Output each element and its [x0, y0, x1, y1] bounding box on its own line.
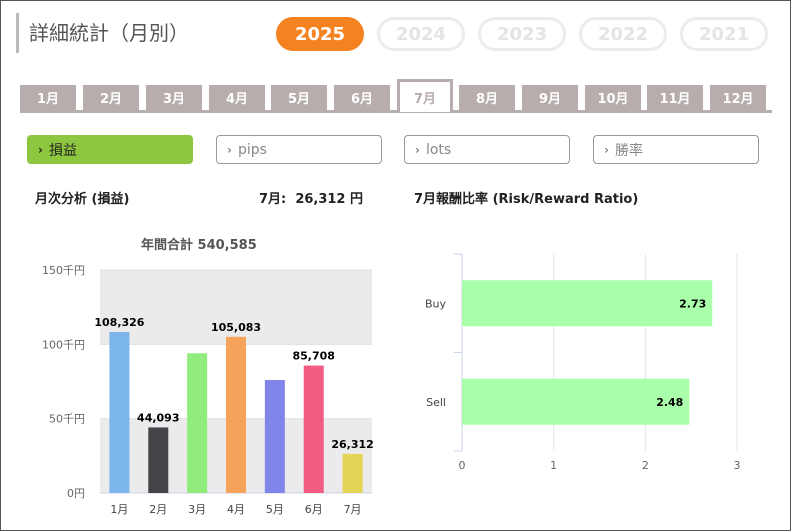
x-tick-label: 3月 [188, 503, 206, 516]
plot-band [100, 270, 372, 345]
chevron-right-icon: › [227, 142, 232, 157]
month-tab-3[interactable]: 3月 [146, 85, 202, 110]
x-tick-label: 3 [734, 459, 741, 472]
bar-5月[interactable] [264, 380, 285, 493]
data-label: 2.48 [656, 396, 683, 409]
data-label: 108,326 [94, 316, 144, 329]
x-tick-label: 0 [459, 459, 466, 472]
y-tick-label: 50千円 [49, 413, 85, 426]
metric-button-lots[interactable]: › lots [404, 135, 570, 164]
x-tick-label: 4月 [227, 503, 245, 516]
annual-total: 年間合計 540,585 [141, 238, 257, 253]
data-label: 85,708 [292, 350, 334, 363]
month-tab-10[interactable]: 10月 [585, 85, 641, 110]
month-tab-5[interactable]: 5月 [271, 85, 327, 110]
monthly-analysis-title: 月次分析 (損益) [35, 192, 130, 207]
month-tab-7[interactable]: 7月 [397, 79, 453, 112]
x-tick-label: 1月 [110, 503, 128, 516]
y-tick-label: 150千円 [42, 264, 85, 277]
month-tab-12[interactable]: 12月 [710, 85, 766, 110]
chevron-right-icon: › [604, 142, 609, 157]
ratio-title: 7月報酬比率 (Risk/Reward Ratio) [414, 192, 639, 207]
metric-label: 勝率 [614, 142, 643, 159]
month-total-value: 26,312 円 [295, 192, 364, 207]
month-total: 7月: 26,312 円 [259, 188, 363, 207]
year-tab-2022[interactable]: 2022 [579, 17, 667, 51]
bar-3月[interactable] [187, 353, 208, 493]
y-tick-label: 0円 [67, 487, 85, 500]
month-tab-11[interactable]: 11月 [647, 85, 703, 110]
month-total-label: 7月: [259, 192, 287, 207]
month-tab-6[interactable]: 6月 [334, 85, 390, 110]
metric-button-pips[interactable]: › pips [216, 135, 382, 164]
metric-label: lots [425, 141, 452, 158]
bar-7月[interactable] [342, 453, 363, 493]
bar-buy[interactable] [462, 280, 713, 327]
data-label: 105,083 [211, 321, 261, 334]
month-tabs: 1月 2月 3月 4月 5月 6月 7月 8月 9月 10月 11月 12月 [20, 79, 772, 113]
x-tick-label: 1 [550, 459, 557, 472]
bar-sell[interactable] [462, 378, 690, 425]
x-tick-label: 7月 [344, 503, 362, 516]
bar-2月[interactable] [148, 427, 169, 493]
chevron-right-icon: › [38, 142, 43, 157]
risk-reward-chart: 0 1 2 3 2.73 Buy 2.48 Sell [425, 253, 741, 472]
bar-4月[interactable] [226, 336, 246, 493]
category-label: Sell [426, 396, 446, 409]
y-tick-label: 100千円 [42, 338, 85, 351]
data-label: 44,093 [137, 411, 179, 424]
metric-label: 損益 [48, 142, 77, 159]
page-title: 詳細統計（月別） [16, 13, 189, 53]
month-tab-9[interactable]: 9月 [522, 85, 578, 110]
year-tab-2021[interactable]: 2021 [680, 17, 768, 51]
month-tab-1[interactable]: 1月 [20, 85, 76, 110]
x-tick-label: 6月 [305, 503, 323, 516]
x-tick-label: 5月 [266, 503, 284, 516]
year-tab-2023[interactable]: 2023 [478, 17, 566, 51]
bar-6月[interactable] [303, 365, 324, 493]
year-tab-2024[interactable]: 2024 [377, 17, 465, 51]
year-tabs: 2025 2024 2023 2022 2021 [276, 17, 768, 51]
monthly-pnl-chart: 0円 50千円 100千円 150千円 108,326 1月 44,093 2月 3月 105,0… [42, 264, 374, 516]
data-label: 2.73 [679, 297, 706, 310]
metric-button-win-rate[interactable]: › 勝率 [593, 135, 759, 164]
year-tab-2025[interactable]: 2025 [276, 17, 364, 51]
metric-label: pips [237, 141, 267, 158]
month-tab-4[interactable]: 4月 [209, 85, 265, 110]
month-tab-2[interactable]: 2月 [83, 85, 139, 110]
month-tab-8[interactable]: 8月 [459, 85, 515, 110]
bar-1月[interactable] [109, 331, 130, 493]
category-label: Buy [425, 297, 447, 310]
x-tick-label: 2月 [149, 503, 167, 516]
metric-button-profit[interactable]: › 損益 [27, 135, 193, 164]
x-tick-label: 2 [642, 459, 649, 472]
data-label: 26,312 [331, 438, 373, 451]
chevron-right-icon: › [415, 142, 420, 157]
